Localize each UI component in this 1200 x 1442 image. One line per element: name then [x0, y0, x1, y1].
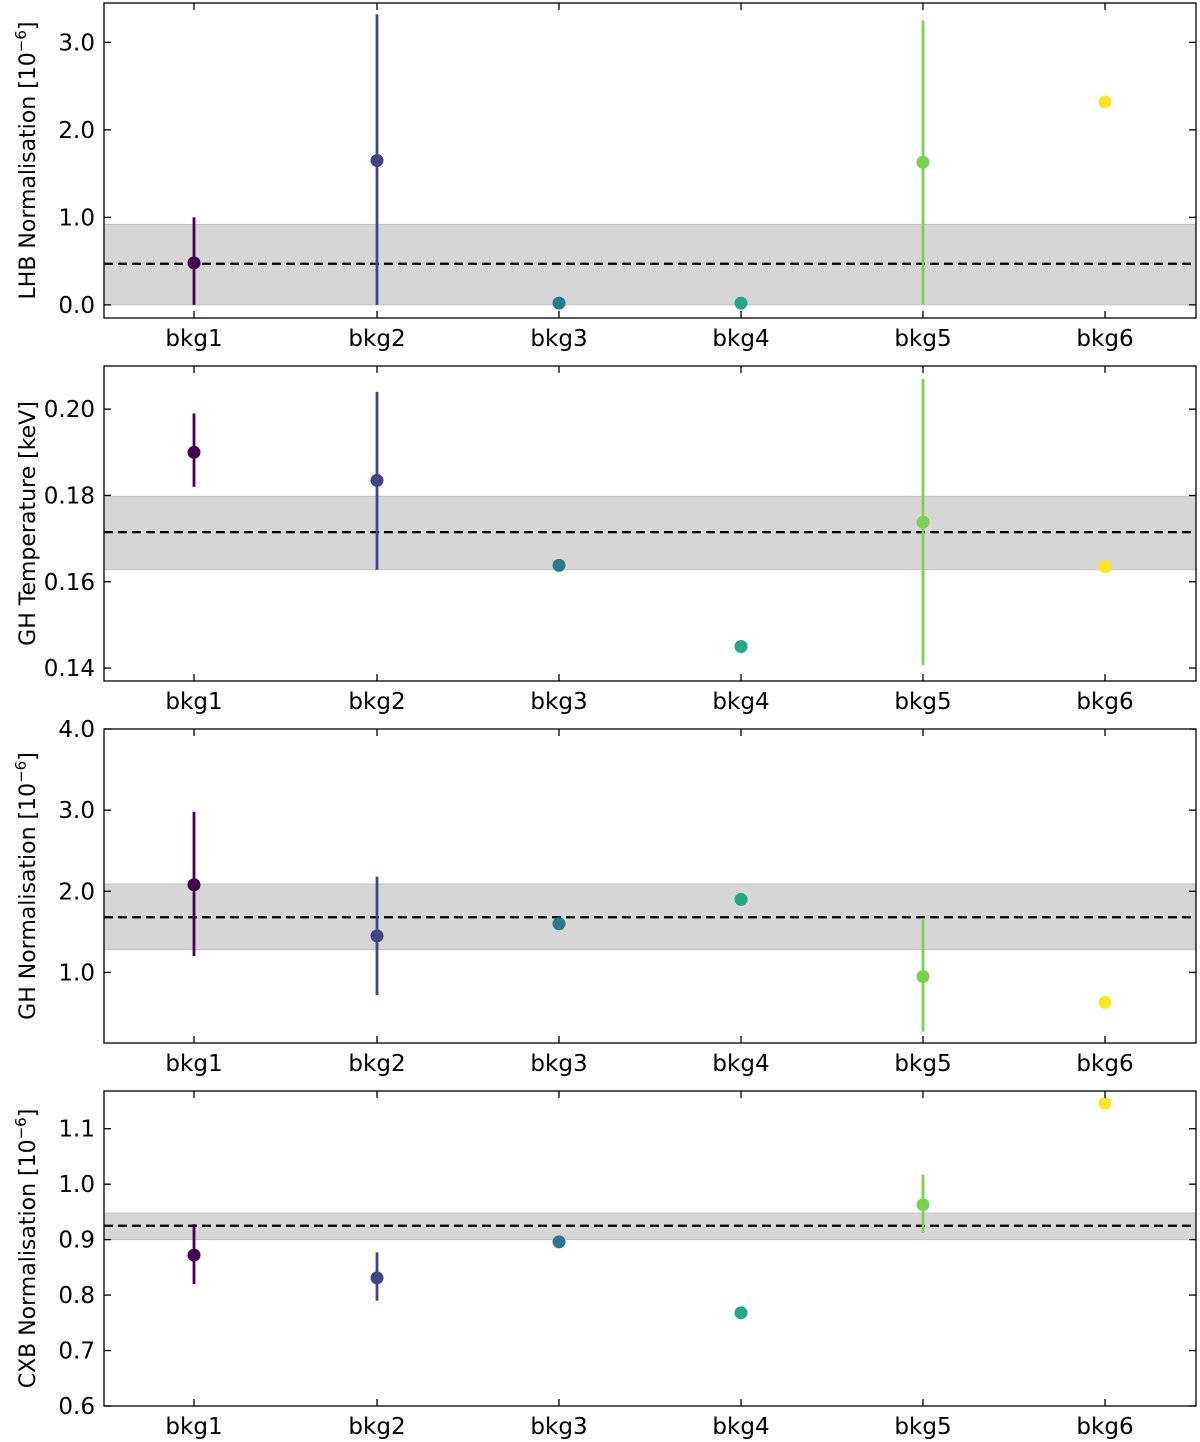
axes-frame: [103, 1090, 1197, 1407]
data-point-bkg1: [187, 878, 201, 892]
x-tick-label: bkg4: [712, 326, 769, 352]
x-tick-label: bkg1: [165, 1414, 222, 1440]
data-point-bkg6: [1098, 995, 1112, 1009]
data-point-bkg3: [552, 558, 566, 572]
data-point-bkg3: [552, 917, 566, 931]
y-tick-label: 1.0: [58, 1172, 95, 1198]
data-point-bkg4: [734, 296, 748, 310]
x-tick-label: bkg3: [530, 326, 587, 352]
data-point-bkg4: [734, 892, 748, 906]
y-axis-label: GH Normalisation [10−6]: [12, 752, 41, 1020]
y-tick-label: 3.0: [58, 30, 95, 56]
data-point-bkg1: [187, 256, 201, 270]
y-axis-label: CXB Normalisation [10−6]: [12, 1109, 41, 1389]
y-tick-label: 0.9: [58, 1228, 95, 1254]
data-point-bkg4: [734, 1306, 748, 1320]
data-point-bkg1: [187, 445, 201, 459]
y-tick-label: 0.20: [44, 397, 95, 423]
data-point-bkg5: [916, 1198, 930, 1212]
x-tick-label: bkg4: [712, 1051, 769, 1077]
data-point-bkg5: [916, 515, 930, 529]
data-point-bkg4: [734, 639, 748, 653]
y-axis-label: LHB Normalisation [10−6]: [12, 22, 41, 300]
panel-3: bkg1 bkg2 bkg3 bkg4 bkg5 bkg6 1.0 2.0 3.0 4.0 GH N…: [12, 717, 1197, 1077]
x-tick-label: bkg4: [712, 689, 769, 715]
x-tick-label: bkg3: [530, 1414, 587, 1440]
x-tick-label: bkg6: [1076, 1051, 1133, 1077]
x-tick-label: bkg2: [348, 326, 405, 352]
data-point-bkg5: [916, 155, 930, 169]
y-tick-label: 0.0: [58, 293, 95, 319]
y-tick-label: 1.0: [58, 960, 95, 986]
data-point-bkg6: [1098, 1096, 1112, 1110]
x-tick-label: bkg5: [894, 326, 951, 352]
x-tick-label: bkg6: [1076, 689, 1133, 715]
data-point-bkg6: [1098, 95, 1112, 109]
y-tick-label: 0.14: [44, 656, 95, 682]
panel-2: bkg1 bkg2 bkg3 bkg4 bkg5 bkg6 0.14 0.16 0.18 0.20…: [16, 365, 1197, 715]
x-tick-label: bkg3: [530, 689, 587, 715]
y-tick-label: 0.7: [58, 1339, 95, 1365]
y-tick-label: 3.0: [58, 798, 95, 824]
x-tick-label: bkg5: [894, 1414, 951, 1440]
y-tick-label: 0.18: [44, 483, 95, 509]
x-tick-label: bkg3: [530, 1051, 587, 1077]
data-point-bkg2: [370, 154, 384, 167]
panel-4: bkg1 bkg2 bkg3 bkg4 bkg5 bkg6 0.6 0.7 0.8 0.9 1.0 1…: [12, 1090, 1197, 1440]
data-point-bkg5: [916, 969, 930, 983]
x-tick-label: bkg2: [348, 1051, 405, 1077]
x-tick-label: bkg1: [165, 326, 222, 352]
panel-1: bkg1 bkg2 bkg3 bkg4 bkg5 bkg6 0.0 1.0 2.0 3.0 LHB …: [12, 2, 1197, 352]
data-point-bkg2: [370, 473, 384, 487]
data-point-bkg3: [552, 1235, 566, 1249]
x-tick-label: bkg2: [348, 689, 405, 715]
y-tick-label: 2.0: [58, 118, 95, 144]
x-tick-label: bkg6: [1076, 326, 1133, 352]
data-point-bkg2: [370, 929, 384, 943]
y-tick-label: 0.8: [58, 1283, 95, 1309]
axes-frame: [103, 728, 1197, 1044]
x-tick-label: bkg2: [348, 1414, 405, 1440]
y-axis-label: GH Temperature [keV]: [16, 401, 41, 646]
y-tick-label: 1.0: [58, 205, 95, 231]
y-tick-label: 2.0: [58, 879, 95, 905]
axes-frame: [103, 2, 1197, 319]
x-tick-label: bkg5: [894, 1051, 951, 1077]
data-point-bkg1: [187, 1248, 201, 1262]
data-point-bkg6: [1098, 560, 1112, 574]
x-tick-label: bkg5: [894, 689, 951, 715]
y-tick-label: 1.1: [58, 1117, 95, 1143]
x-tick-label: bkg1: [165, 1051, 222, 1077]
x-tick-label: bkg6: [1076, 1414, 1133, 1440]
x-tick-label: bkg4: [712, 1414, 769, 1440]
data-point-bkg2: [370, 1271, 384, 1285]
axes-frame: [103, 365, 1197, 682]
data-point-bkg3: [552, 296, 566, 310]
y-tick-label: 0.6: [58, 1394, 95, 1420]
y-tick-label: 0.16: [44, 570, 95, 596]
y-tick-label: 4.0: [58, 717, 95, 743]
x-tick-label: bkg1: [165, 689, 222, 715]
